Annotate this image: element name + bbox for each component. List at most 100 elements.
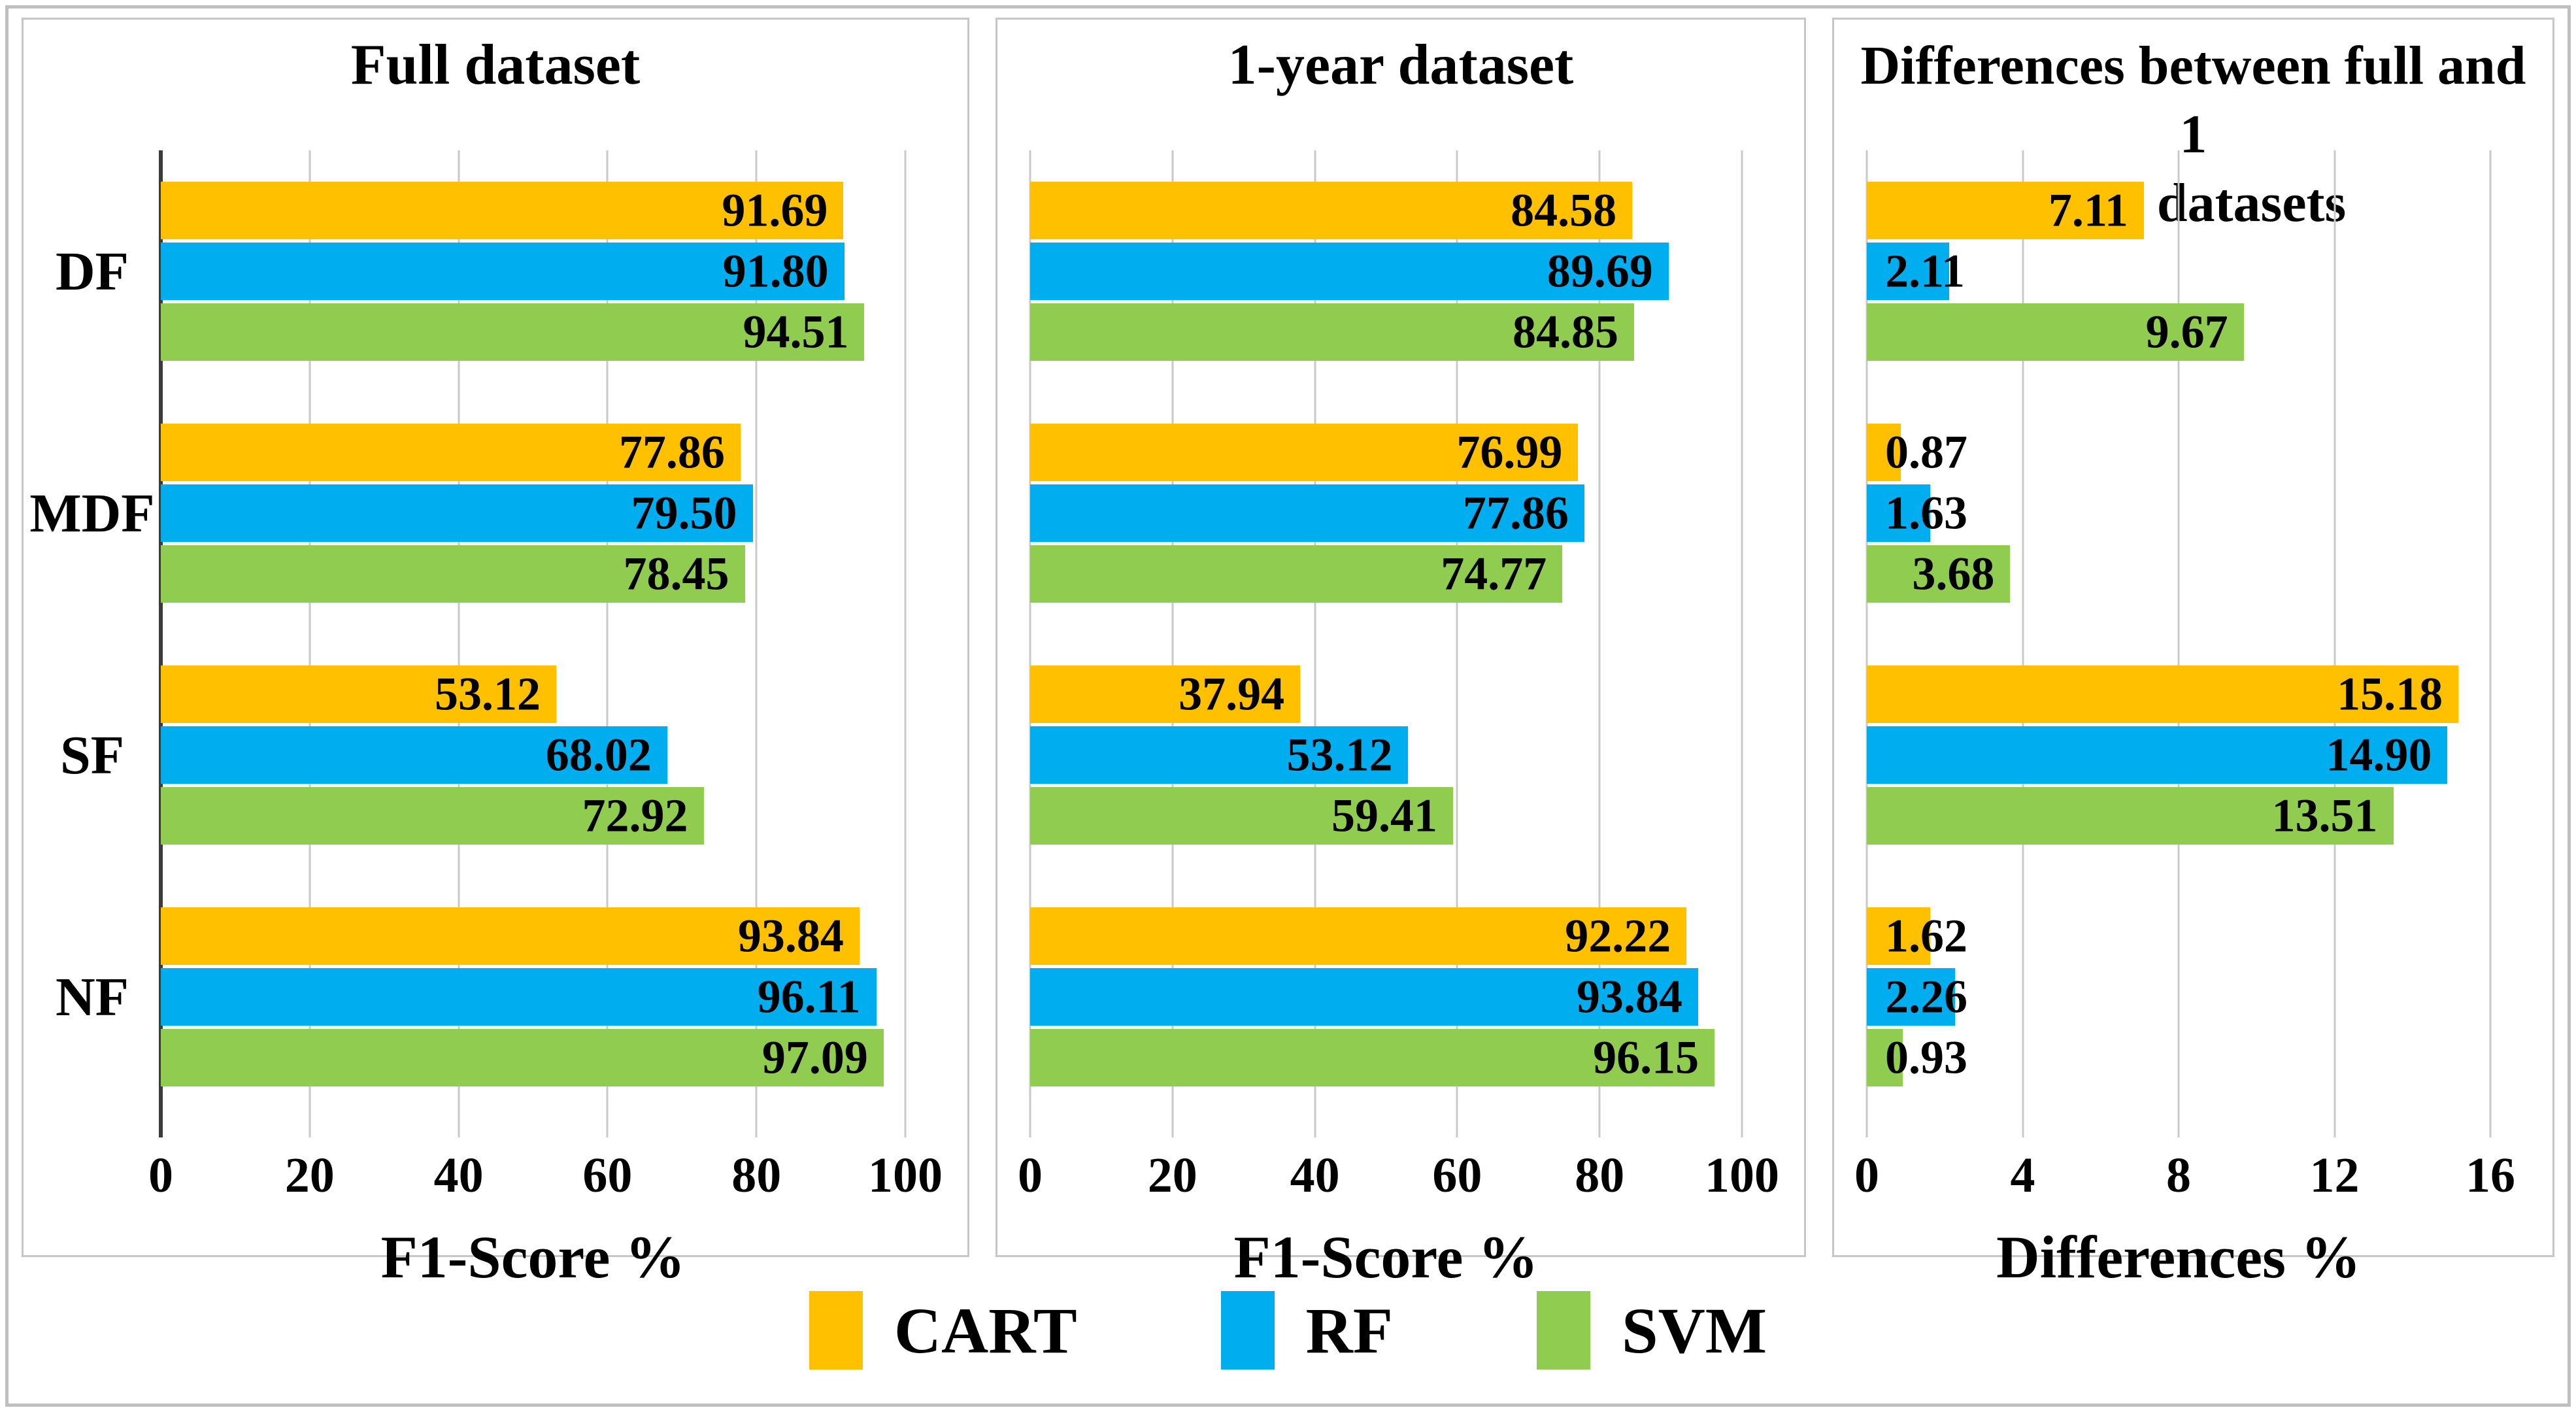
bar-svm-nf: 0.93 [1867, 1029, 1967, 1086]
plot-row: DF MDF SF NF 0 20 40 60 80 100 91.69 91.80 94.51 77.8… [24, 150, 967, 1290]
bar-group-nf: 1.62 2.26 0.93 [1867, 876, 2490, 1118]
gridline [2489, 150, 2492, 1137]
figure-frame: Full dataset DF MDF SF NF 0 20 40 60 80 100 91.69 91… [5, 5, 2571, 1407]
bar-row: 14.90 [1867, 726, 2490, 784]
bar-group-mdf: 76.99 77.86 74.77 [1030, 392, 1742, 634]
x-tick-label: 0 [148, 1148, 173, 1203]
bar-row: 2.11 [1867, 243, 2490, 300]
bar-svm-mdf: 78.45 [161, 545, 745, 603]
panels-row: Full dataset DF MDF SF NF 0 20 40 60 80 100 91.69 91… [8, 8, 2568, 1290]
category-label-mdf: MDF [29, 482, 155, 544]
legend-entry-rf: RF [1220, 1291, 1393, 1370]
bar-row: 0.93 [1867, 1029, 2490, 1086]
bar-value-label: 79.50 [631, 486, 737, 539]
bar-value-label: 3.68 [1912, 547, 1995, 600]
x-tick-label: 40 [433, 1148, 484, 1203]
value-axis-line [159, 150, 163, 1137]
bar-row: 74.77 [1030, 545, 1742, 603]
bar-row: 2.26 [1867, 968, 2490, 1026]
legend-entry-svm: SVM [1536, 1291, 1767, 1370]
bar-groups: 91.69 91.80 94.51 77.86 79.50 78.45 53.12 68.02… [161, 150, 905, 1118]
bar-value-label: 2.26 [1885, 970, 1967, 1023]
bar-row: 1.63 [1867, 484, 2490, 542]
bar-row: 96.15 [1030, 1029, 1742, 1086]
bar-value-label: 96.15 [1593, 1031, 1699, 1084]
legend-entry-cart: CART [809, 1291, 1077, 1370]
x-tick-label: 40 [1290, 1148, 1340, 1203]
gridline [904, 150, 907, 1137]
gridline [1314, 150, 1316, 1137]
x-axis-title: Differences % [1996, 1224, 2361, 1290]
bar-value-label: 1.63 [1885, 486, 1967, 539]
bar-rf-nf: 2.26 [1867, 968, 1967, 1026]
bar-rf-sf: 14.90 [1867, 726, 2448, 784]
bar-row: 37.94 [1030, 665, 1742, 723]
bar-row: 76.99 [1030, 424, 1742, 481]
category-label-df: DF [56, 241, 129, 302]
bar-rf-sf: 68.02 [161, 726, 667, 784]
x-tick-label: 20 [1147, 1148, 1197, 1203]
bar-row: 84.85 [1030, 303, 1742, 361]
bar-row: 91.69 [161, 182, 905, 239]
bar-svm-nf: 97.09 [161, 1029, 884, 1086]
bar-cart-nf: 93.84 [161, 907, 860, 965]
bar-value-label: 7.11 [2048, 184, 2128, 237]
bar-svm-sf: 72.92 [161, 787, 704, 845]
bar-value-label: 93.84 [1576, 970, 1682, 1023]
bar-svm-df: 84.85 [1030, 303, 1635, 361]
plot-area: 0 4 8 12 16 7.11 2.11 9.67 0.87 1.63 3.68 15.18 14.9… [1854, 150, 2515, 1290]
bar-value-label: 84.85 [1513, 305, 1619, 358]
x-tick-label: 20 [284, 1148, 335, 1203]
bar-row: 59.41 [1030, 787, 1742, 845]
bar-svm-sf: 59.41 [1030, 787, 1453, 845]
bar-value-label: 97.09 [761, 1031, 868, 1084]
bar-cart-mdf: 77.86 [161, 424, 741, 481]
legend-swatch-rf [1220, 1291, 1275, 1370]
bar-svm-nf: 96.15 [1030, 1029, 1715, 1086]
bar-cart-sf: 53.12 [161, 665, 557, 723]
bar-rf-nf: 96.11 [161, 968, 877, 1026]
bar-row: 9.67 [1867, 303, 2490, 361]
bar-row: 3.68 [1867, 545, 2490, 603]
bar-group-nf: 92.22 93.84 96.15 [1030, 876, 1742, 1118]
bar-row: 53.12 [161, 665, 905, 723]
bar-svm-df: 9.67 [1867, 303, 2244, 361]
gridline [1741, 150, 1743, 1137]
bar-row: 93.84 [161, 907, 905, 965]
bar-rf-df: 91.80 [161, 243, 845, 300]
bar-row: 79.50 [161, 484, 905, 542]
bar-value-label: 77.86 [1462, 486, 1569, 539]
bar-value-label: 72.92 [582, 789, 688, 842]
plot-row: 0 20 40 60 80 100 84.58 89.69 84.85 76.99 77.86 74.… [997, 150, 1804, 1290]
bar-row: 68.02 [161, 726, 905, 784]
x-tick-label: 60 [1432, 1148, 1482, 1203]
bar-value-label: 91.69 [722, 184, 828, 237]
bar-value-label: 1.62 [1885, 909, 1967, 962]
bar-value-label: 89.69 [1547, 244, 1653, 297]
bar-value-label: 2.11 [1885, 244, 1965, 297]
bar-value-label: 96.11 [757, 970, 861, 1023]
bar-rf-df: 2.11 [1867, 243, 1965, 300]
bar-rf-nf: 93.84 [1030, 968, 1698, 1026]
x-tick-label: 4 [2010, 1148, 2035, 1203]
bar-row: 77.86 [161, 424, 905, 481]
panel-full-dataset: Full dataset DF MDF SF NF 0 20 40 60 80 100 91.69 91… [22, 18, 969, 1290]
bar-row: 72.92 [161, 787, 905, 845]
x-tick-label: 0 [1854, 1148, 1879, 1203]
bar-row: 77.86 [1030, 484, 1742, 542]
bar-value-label: 13.51 [2271, 789, 2378, 842]
bar-value-label: 59.41 [1331, 789, 1437, 842]
bar-cart-df: 7.11 [1867, 182, 2144, 239]
x-axis-title: F1-Score % [1233, 1224, 1539, 1290]
bar-group-df: 84.58 89.69 84.85 [1030, 150, 1742, 392]
category-axis: DF MDF SF NF [24, 150, 161, 1118]
bar-value-label: 74.77 [1441, 547, 1547, 600]
bar-group-mdf: 0.87 1.63 3.68 [1867, 392, 2490, 634]
bar-rf-df: 89.69 [1030, 243, 1669, 300]
bar-value-label: 53.12 [435, 667, 541, 720]
bar-rf-mdf: 1.63 [1867, 484, 1967, 542]
x-tick-label: 80 [731, 1148, 782, 1203]
bar-row: 1.62 [1867, 907, 2490, 965]
bar-row: 89.69 [1030, 243, 1742, 300]
gridline [1029, 150, 1031, 1137]
